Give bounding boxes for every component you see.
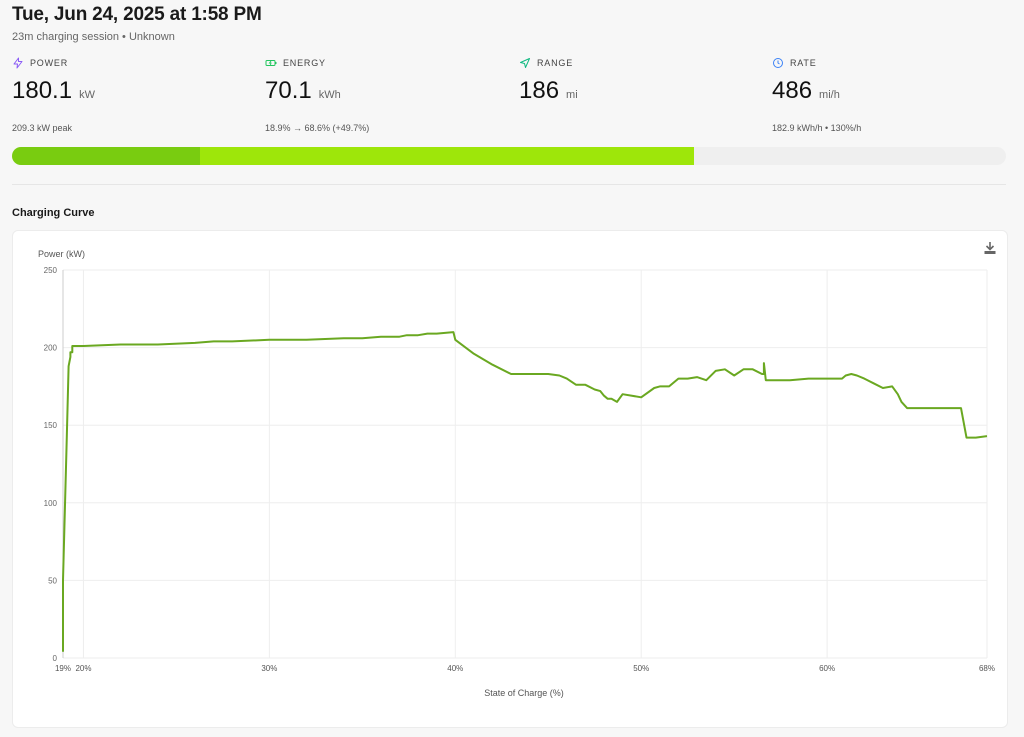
y-axis-label: Power (kW) bbox=[38, 249, 85, 259]
stat-power-value: 180.1 bbox=[12, 77, 73, 104]
session-subtitle: 23m charging session • Unknown bbox=[12, 31, 175, 43]
y-tick-label: 50 bbox=[48, 576, 57, 585]
x-tick-label: 68% bbox=[979, 664, 995, 673]
stat-rate-unit: mi/h bbox=[819, 89, 840, 101]
progress-start-fill bbox=[12, 147, 200, 165]
y-tick-label: 150 bbox=[44, 421, 58, 430]
y-tick-label: 200 bbox=[44, 344, 58, 353]
x-tick-label: 20% bbox=[75, 664, 91, 673]
y-tick-label: 0 bbox=[53, 654, 58, 663]
navigation-arrow-icon bbox=[520, 58, 530, 68]
stat-power-label: POWER bbox=[30, 58, 69, 68]
stat-range-unit: mi bbox=[566, 89, 578, 101]
clock-icon bbox=[773, 58, 783, 68]
section-title-charging-curve: Charging Curve bbox=[12, 207, 95, 219]
stat-power-sub: 209.3 kW peak bbox=[12, 123, 73, 133]
stat-energy: ENERGY 70.1 kWh 18.9% → 68.6% (+49.7%) bbox=[265, 57, 505, 135]
y-tick-label: 100 bbox=[44, 499, 58, 508]
progress-added-fill bbox=[199, 147, 694, 165]
download-icon[interactable] bbox=[983, 241, 997, 255]
stat-energy-value: 70.1 bbox=[265, 77, 312, 104]
stat-power-unit: kW bbox=[79, 89, 95, 101]
lightning-icon bbox=[13, 57, 23, 69]
stat-rate: RATE 486 mi/h 182.9 kWh/h • 130%/h bbox=[772, 57, 1012, 135]
stat-energy-label: ENERGY bbox=[283, 58, 326, 68]
y-tick-label: 250 bbox=[44, 266, 58, 275]
x-tick-label: 50% bbox=[633, 664, 649, 673]
stat-rate-value: 486 bbox=[772, 77, 813, 104]
power-series-line bbox=[62, 331, 988, 652]
x-tick-label: 30% bbox=[261, 664, 277, 673]
x-tick-label: 40% bbox=[447, 664, 463, 673]
stat-rate-sub: 182.9 kWh/h • 130%/h bbox=[772, 123, 862, 133]
stat-range-sub bbox=[519, 123, 759, 135]
charging-curve-chart: 0 50 100 150 200 250 19% 20% 30% 40% 50% 60% 68% Powe… bbox=[38, 249, 995, 698]
charge-progress-bar bbox=[12, 147, 1006, 165]
stat-range-label: RANGE bbox=[537, 58, 574, 68]
stat-range-value: 186 bbox=[519, 77, 560, 104]
stat-range: RANGE 186 mi bbox=[519, 57, 759, 135]
divider bbox=[12, 184, 1006, 185]
x-axis-label: State of Charge (%) bbox=[484, 688, 564, 698]
stat-power: POWER 180.1 kW 209.3 kW peak bbox=[12, 57, 252, 135]
battery-charging-icon bbox=[265, 60, 277, 66]
x-tick-label: 19% bbox=[55, 664, 71, 673]
x-tick-label: 60% bbox=[819, 664, 835, 673]
page-title: Tue, Jun 24, 2025 at 1:58 PM bbox=[12, 4, 262, 25]
stat-energy-unit: kWh bbox=[318, 89, 341, 101]
stat-energy-sub: 18.9% → 68.6% (+49.7%) bbox=[265, 123, 370, 133]
stat-rate-label: RATE bbox=[790, 58, 817, 68]
chart-card: 0 50 100 150 200 250 19% 20% 30% 40% 50% 60% 68% Powe… bbox=[12, 230, 1008, 728]
